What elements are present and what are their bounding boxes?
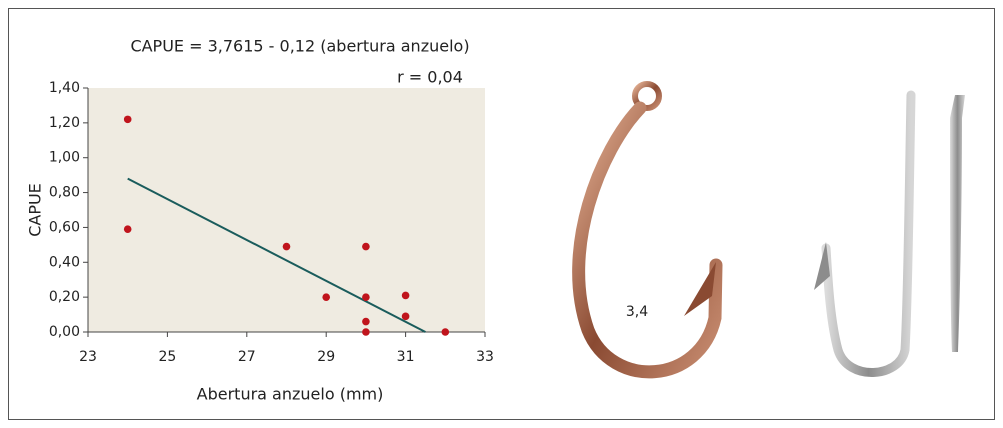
y-tick-label: 0,60 <box>49 219 80 235</box>
y-tick-label: 1,20 <box>49 115 80 131</box>
trend-line <box>127 177 426 333</box>
x-tick-label: 25 <box>158 349 176 365</box>
y-axis-label: CAPUE <box>26 183 45 237</box>
y-tick-label: 1,00 <box>49 150 80 166</box>
chart-title: CAPUE = 3,7615 - 0,12 (abertura anzuelo) <box>130 37 469 56</box>
y-tick-label: 0,80 <box>49 185 80 201</box>
data-point <box>322 293 331 301</box>
x-axis-label: Abertura anzuelo (mm) <box>197 385 384 404</box>
y-tick-label: 0,40 <box>49 254 80 270</box>
plot-area <box>88 88 485 332</box>
data-point <box>441 328 450 336</box>
x-tick-label: 27 <box>238 349 256 365</box>
y-tick-label: 1,40 <box>49 80 80 96</box>
y-tick-label: 0,20 <box>49 289 80 305</box>
image-label: 3,4 <box>626 304 648 320</box>
x-tick-label: 31 <box>397 349 415 365</box>
data-point <box>362 328 370 336</box>
data-point <box>362 293 370 301</box>
data-point <box>362 242 370 251</box>
x-tick-label: 29 <box>317 349 335 365</box>
data-point <box>401 312 410 321</box>
x-tick-label: 33 <box>476 349 494 365</box>
data-point <box>123 115 132 124</box>
annotation: r = 0,04 <box>397 68 463 87</box>
data-point <box>282 242 291 251</box>
x-tick-label: 23 <box>79 349 97 365</box>
steel-hook <box>814 90 965 377</box>
data-point <box>362 317 370 326</box>
bronze-hook <box>572 81 723 379</box>
y-tick-label: 0,00 <box>49 324 80 340</box>
data-point <box>123 225 132 233</box>
data-point <box>401 291 410 300</box>
